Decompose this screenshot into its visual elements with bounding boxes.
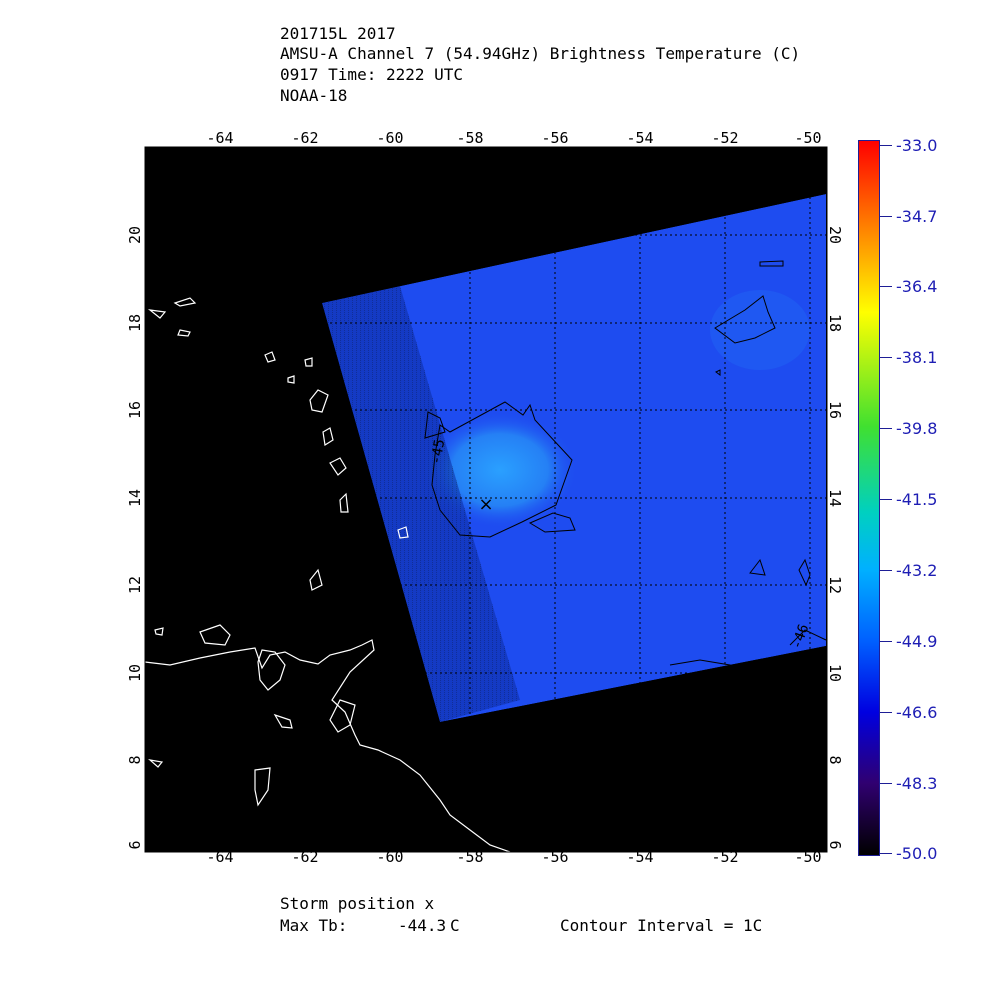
title-time: 0917 Time: 2222 UTC: [280, 65, 464, 84]
lon-tick-label-bottom: -62: [291, 848, 318, 866]
colorbar-label: -41.5: [896, 490, 938, 509]
lon-tick-label-top: -64: [206, 129, 233, 147]
lat-tick-label-right: 12: [826, 576, 844, 594]
lat-tick-label-right: 20: [826, 226, 844, 244]
lat-tick-label-right: 10: [826, 664, 844, 682]
colorbar-tick: [880, 145, 892, 146]
lon-tick-marks: [219, 147, 811, 852]
title-channel: AMSU-A Channel 7 (54.94GHz) Brightness T…: [280, 44, 801, 63]
colorbar-label: -44.9: [896, 632, 938, 651]
lon-tick-label-bottom: -58: [456, 848, 483, 866]
colorbar-label: -46.6: [896, 703, 938, 722]
lat-tick-label-right: 16: [826, 401, 844, 419]
colorbar-label: -38.1: [896, 348, 938, 367]
lat-tick-label-left: 18: [126, 314, 144, 332]
max-tb-label: Max Tb:: [280, 916, 348, 935]
lat-tick-label-right: 14: [826, 489, 844, 507]
lon-tick-label-bottom: -54: [626, 848, 653, 866]
colorbar-tick: [880, 216, 892, 217]
lon-tick-label-bottom: -56: [541, 848, 568, 866]
lon-tick-label-bottom: -64: [206, 848, 233, 866]
satellite-swath: [322, 194, 826, 722]
lon-tick-label-bottom: -60: [376, 848, 403, 866]
lon-tick-label-top: -58: [456, 129, 483, 147]
colorbar-label: -48.3: [896, 774, 938, 793]
lon-tick-label-top: -60: [376, 129, 403, 147]
lon-tick-label-top: -56: [541, 129, 568, 147]
lon-tick-label-bottom: -52: [711, 848, 738, 866]
colorbar-label: -33.0: [896, 136, 938, 155]
colorbar-label: -39.8: [896, 419, 938, 438]
lat-tick-label-left: 6: [126, 840, 144, 849]
max-tb-unit: C: [450, 916, 460, 935]
lat-tick-label-left: 14: [126, 489, 144, 507]
colorbar-tick: [880, 499, 892, 500]
colorbar: [858, 140, 880, 856]
lat-tick-label-left: 16: [126, 401, 144, 419]
lat-tick-label-right: 6: [826, 840, 844, 849]
colorbar-label: -50.0: [896, 844, 938, 863]
colorbar-tick: [880, 286, 892, 287]
colorbar-label: -36.4: [896, 277, 938, 296]
colorbar-tick: [880, 712, 892, 713]
storm-position-marker: ×: [478, 494, 493, 515]
lat-tick-label-right: 18: [826, 314, 844, 332]
storm-position-caption: Storm position x: [280, 894, 435, 913]
max-tb-value: -44.3: [398, 916, 447, 935]
lon-tick-label-top: -52: [711, 129, 738, 147]
lat-tick-label-left: 20: [126, 226, 144, 244]
lon-tick-label-top: -62: [291, 129, 318, 147]
contour-interval: Contour Interval = 1C: [560, 916, 763, 935]
title-storm-id: 201715L 2017: [280, 24, 396, 43]
lat-tick-label-left: 12: [126, 576, 144, 594]
colorbar-label: -34.7: [896, 207, 938, 226]
lat-tick-label-left: 8: [126, 755, 144, 764]
lat-tick-label-left: 10: [126, 664, 144, 682]
lon-tick-label-bottom: -50: [794, 848, 821, 866]
contour-lines: [424, 260, 827, 676]
colorbar-tick: [880, 357, 892, 358]
lon-tick-label-top: -54: [626, 129, 653, 147]
coastlines: [144, 297, 511, 853]
lon-tick-label-top: -50: [794, 129, 821, 147]
colorbar-tick: [880, 428, 892, 429]
colorbar-tick: [880, 570, 892, 571]
colorbar-tick: [880, 853, 892, 854]
title-satellite: NOAA-18: [280, 86, 348, 105]
lat-tick-label-right: 8: [826, 755, 844, 764]
colorbar-label: -43.2: [896, 561, 938, 580]
contour-label: -45: [428, 438, 448, 466]
colorbar-tick: [880, 783, 892, 784]
colorbar-tick: [880, 641, 892, 642]
